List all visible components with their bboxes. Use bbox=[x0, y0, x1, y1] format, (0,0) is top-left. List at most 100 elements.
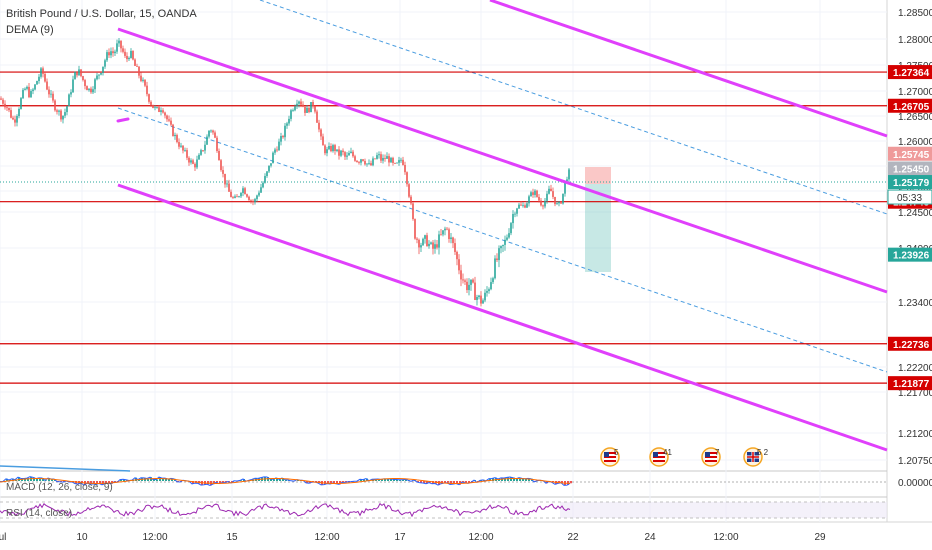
candle-body bbox=[136, 65, 138, 67]
candle-body bbox=[220, 160, 222, 171]
candle-body bbox=[66, 106, 68, 113]
candle-body bbox=[40, 68, 42, 77]
candle-body bbox=[144, 79, 146, 86]
candle-body bbox=[98, 74, 100, 76]
candle-body bbox=[38, 76, 40, 82]
candle-body bbox=[202, 150, 204, 151]
candle-body bbox=[550, 188, 552, 192]
position-target-zone[interactable] bbox=[585, 184, 611, 272]
macd-histogram-bar bbox=[315, 481, 317, 483]
macd-histogram-bar bbox=[222, 481, 224, 483]
candle-body bbox=[46, 81, 48, 90]
candle-body bbox=[280, 136, 282, 142]
candle-body bbox=[242, 188, 244, 193]
candle-body bbox=[60, 110, 62, 120]
candle-body bbox=[564, 181, 566, 194]
us-flag-icon[interactable]: 5 bbox=[600, 447, 620, 467]
candle-body bbox=[192, 160, 194, 164]
macd-histogram-bar bbox=[6, 478, 8, 481]
candle-body bbox=[338, 149, 340, 156]
rsi-label[interactable]: RSI (14, close) bbox=[6, 508, 72, 519]
candle-body bbox=[498, 248, 500, 261]
candle-body bbox=[92, 89, 94, 93]
candle-body bbox=[64, 112, 66, 116]
candle-body bbox=[356, 160, 358, 163]
level-price-tag: 1.22736 bbox=[888, 336, 932, 351]
candle-body bbox=[324, 145, 326, 154]
uk-flag-icon[interactable]: 5 2 bbox=[743, 447, 769, 467]
time-tick-label: 22 bbox=[567, 532, 579, 543]
candle-body bbox=[466, 281, 468, 291]
candle-body bbox=[146, 85, 148, 95]
price-axis-tags: 1.273641.267051.247451.227361.218771.257… bbox=[887, 65, 932, 391]
price-tick-label: 1.21700 bbox=[898, 388, 932, 399]
candle-body bbox=[88, 88, 90, 91]
time-tick-label: 15 bbox=[226, 532, 238, 543]
candle-body bbox=[162, 110, 164, 113]
us-flag-icon[interactable]: 7 bbox=[701, 447, 721, 467]
us-flag-icon[interactable]: 41 bbox=[649, 447, 672, 467]
candle-body bbox=[522, 205, 524, 207]
candle-body bbox=[560, 201, 562, 204]
macd-histogram-bar bbox=[396, 479, 398, 481]
macd-histogram-bar bbox=[39, 477, 41, 481]
macd-histogram-bar bbox=[513, 477, 515, 481]
candle-body bbox=[556, 203, 558, 205]
candle-body bbox=[150, 101, 152, 105]
candle-body bbox=[26, 86, 28, 89]
candle-body bbox=[128, 57, 130, 60]
channel-bottom-line[interactable] bbox=[117, 183, 888, 452]
candle-body bbox=[158, 107, 160, 112]
candle-body bbox=[176, 134, 178, 143]
candle-body bbox=[276, 149, 278, 151]
candle-body bbox=[408, 184, 410, 197]
macd-histogram-bar bbox=[147, 478, 149, 481]
candle-body bbox=[120, 40, 122, 49]
channel-top-line[interactable] bbox=[489, 0, 888, 138]
time-tick-label: 12:00 bbox=[142, 532, 167, 543]
candle-body bbox=[478, 295, 480, 298]
candle-body bbox=[302, 104, 304, 107]
candle-body bbox=[52, 93, 54, 101]
price-axis-panel[interactable] bbox=[887, 0, 932, 550]
channel-upper-midline[interactable] bbox=[259, 0, 888, 215]
candle-body bbox=[294, 106, 296, 111]
candle-body bbox=[372, 158, 374, 166]
candle-body bbox=[484, 292, 486, 301]
candle-body bbox=[230, 191, 232, 198]
candle-body bbox=[132, 50, 134, 60]
candle-body bbox=[500, 246, 502, 249]
indicator-label[interactable]: DEMA (9) bbox=[6, 24, 54, 36]
channel-middle-line[interactable] bbox=[117, 27, 888, 294]
macd-histogram-bar bbox=[318, 481, 320, 483]
channel-lower-midline[interactable] bbox=[117, 107, 888, 373]
candle-body bbox=[470, 279, 472, 285]
symbol-title[interactable]: British Pound / U.S. Dollar, 15, OANDA bbox=[6, 8, 197, 20]
position-stop-zone[interactable] bbox=[585, 167, 611, 184]
candle-body bbox=[116, 43, 118, 52]
macd-histogram-bar bbox=[273, 479, 275, 481]
candle-body bbox=[456, 251, 458, 260]
candle-body bbox=[444, 228, 446, 231]
candle-body bbox=[428, 243, 430, 247]
macd-histogram-bar bbox=[327, 481, 329, 484]
macd-histogram-bar bbox=[135, 477, 137, 481]
candle-body bbox=[474, 282, 476, 300]
candle-body bbox=[260, 187, 262, 193]
macd-label[interactable]: MACD (12, 26, close, 9) bbox=[6, 482, 113, 493]
candle-body bbox=[174, 134, 176, 137]
candle-body bbox=[464, 280, 466, 282]
candle-body bbox=[496, 258, 498, 261]
macd-histogram-bar bbox=[42, 477, 44, 481]
candle-body bbox=[256, 195, 258, 200]
macd-histogram-bar bbox=[213, 481, 215, 485]
channel-anchor-mark[interactable] bbox=[116, 117, 130, 123]
candle-body bbox=[374, 158, 376, 160]
candle-body bbox=[300, 101, 302, 105]
candle-body bbox=[342, 150, 344, 153]
candle-body bbox=[292, 110, 294, 112]
candle-body bbox=[196, 159, 198, 168]
candle-body bbox=[446, 228, 448, 230]
macd-histogram-bar bbox=[105, 481, 107, 484]
candle-body bbox=[454, 243, 456, 252]
